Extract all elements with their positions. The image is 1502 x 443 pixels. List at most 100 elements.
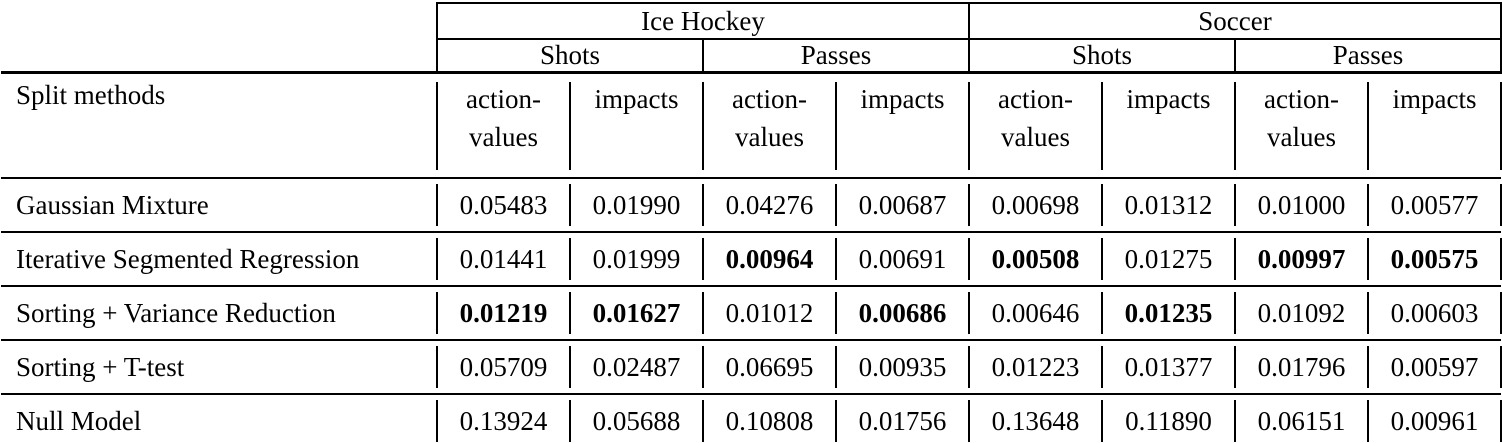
value-cell: 0.02487 [569,340,703,395]
value-cell: 0.00691 [835,232,969,287]
method-cell: Null Model [1,394,437,443]
value-cell: 0.00646 [968,286,1102,341]
value-cell: 0.01000 [1234,178,1368,233]
value-cell: 0.13648 [968,394,1102,443]
value: 0.00935 [858,351,947,382]
value: 0.01756 [858,405,947,436]
value-cell: 0.00997 [1234,232,1368,287]
value-cell: 0.01012 [702,286,836,341]
sport-header-soccer: Soccer [967,2,1502,40]
value-cell: 0.01441 [436,232,570,287]
value-cell: 0.05709 [436,340,570,395]
value: 0.00508 [991,243,1080,274]
value: 0.01235 [1124,297,1213,328]
value: 0.01275 [1124,243,1213,274]
metric-header-label: action-values [998,84,1073,153]
value: 0.06695 [725,351,814,382]
value: 0.13648 [991,405,1080,436]
value-cell: 0.13924 [436,394,570,443]
event-header-shots-ih: Shots [436,38,704,74]
value: 0.01012 [725,297,814,328]
table-row-sorting-variance-reduction: Sorting + Variance Reduction 0.01219 0.0… [1,286,1502,341]
value-cell: 0.04276 [702,178,836,233]
value-cell: 0.01627 [569,286,703,341]
value-cell: 0.01990 [569,178,703,233]
event-header-shots-soccer: Shots [968,38,1236,74]
value: 0.05709 [459,351,548,382]
value: 0.05483 [459,189,548,220]
value: 0.11890 [1125,405,1212,436]
value: 0.00686 [858,297,947,328]
value-cell: 0.01312 [1101,178,1235,233]
value: 0.01796 [1257,351,1346,382]
table-row-null-model: Null Model 0.13924 0.05688 0.10808 0.017… [1,394,1502,443]
value: 0.13924 [459,405,548,436]
value: 0.01219 [459,297,548,328]
value-cell: 0.01756 [835,394,969,443]
value-cell: 0.00597 [1366,340,1502,395]
metric-header: action-values [702,71,836,179]
value-cell: 0.00508 [968,232,1102,287]
value-cell: 0.00964 [702,232,836,287]
value: 0.00687 [858,189,947,220]
value: 0.00603 [1390,297,1479,328]
value-cell: 0.00698 [968,178,1102,233]
value: 0.04276 [725,189,814,220]
event-header-passes-soccer: Passes [1233,38,1502,74]
value-cell: 0.00577 [1366,178,1502,233]
value-cell: 0.00575 [1366,232,1502,287]
value: 0.01092 [1257,297,1346,328]
event-header-row: Shots Passes Shots Passes [1,38,1502,74]
metric-header: impacts [1101,71,1235,179]
event-header-passes-ih: Passes [702,38,970,74]
metric-header-label: impacts [1392,84,1477,114]
value: 0.00575 [1390,243,1479,274]
value-cell: 0.05483 [436,178,570,233]
value-cell: 0.01223 [968,340,1102,395]
value: 0.01999 [592,243,681,274]
metric-header-label: action-values [1264,84,1339,153]
method-cell: Sorting + T-test [1,340,437,395]
value-cell: 0.01219 [436,286,570,341]
metric-header-label: impacts [594,84,679,114]
table-row-sorting-t-test: Sorting + T-test 0.05709 0.02487 0.06695… [1,340,1502,395]
method-cell: Gaussian Mixture [1,178,437,233]
metric-header: action-values [1234,71,1368,179]
table-row-gaussian-mixture: Gaussian Mixture 0.05483 0.01990 0.04276… [1,178,1502,233]
value: 0.00691 [858,243,947,274]
metric-header-label: impacts [1126,84,1211,114]
value: 0.01627 [592,297,681,328]
value-cell: 0.01999 [569,232,703,287]
value: 0.05688 [592,405,681,436]
value: 0.00646 [991,297,1080,328]
metric-header: impacts [835,71,969,179]
value: 0.00964 [725,243,814,274]
sport-header-ice-hockey: Ice Hockey [436,2,970,40]
value-cell: 0.00686 [835,286,969,341]
value-cell: 0.01377 [1101,340,1235,395]
value: 0.01223 [991,351,1080,382]
metric-header: impacts [569,71,703,179]
value-cell: 0.00961 [1366,394,1502,443]
value: 0.00997 [1257,243,1346,274]
value: 0.01441 [459,243,548,274]
value: 0.10808 [725,405,814,436]
metric-header: impacts [1366,71,1502,179]
value-cell: 0.06695 [702,340,836,395]
value-cell: 0.10808 [702,394,836,443]
value: 0.00597 [1390,351,1479,382]
value-cell: 0.01275 [1101,232,1235,287]
metric-header: action-values [436,71,570,179]
value: 0.01000 [1257,189,1346,220]
value: 0.06151 [1257,405,1346,436]
metric-header-label: action-values [732,84,807,153]
corner-blank [1,39,437,73]
method-cell: Iterative Segmented Regression [1,232,437,287]
value: 0.01990 [592,189,681,220]
split-methods-header: Split methods [1,71,437,179]
value-cell: 0.05688 [569,394,703,443]
table-row-iterative-segmented-regression: Iterative Segmented Regression 0.01441 0… [1,232,1502,287]
metric-header: action-values [968,71,1102,179]
value: 0.01312 [1124,189,1213,220]
